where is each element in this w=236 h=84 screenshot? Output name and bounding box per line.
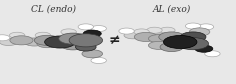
Circle shape xyxy=(178,38,209,50)
Circle shape xyxy=(45,36,76,48)
Circle shape xyxy=(0,38,18,46)
Circle shape xyxy=(0,35,10,41)
Circle shape xyxy=(91,26,106,32)
Circle shape xyxy=(37,40,58,48)
Text: AL (exo): AL (exo) xyxy=(152,4,191,13)
Circle shape xyxy=(195,45,213,52)
Circle shape xyxy=(148,41,169,49)
Circle shape xyxy=(180,32,206,42)
Circle shape xyxy=(82,50,103,58)
Circle shape xyxy=(61,41,84,50)
Circle shape xyxy=(35,32,51,38)
Circle shape xyxy=(189,28,210,36)
Circle shape xyxy=(59,33,87,44)
Circle shape xyxy=(83,30,101,37)
Text: ≠: ≠ xyxy=(109,33,121,47)
Circle shape xyxy=(205,51,220,57)
Circle shape xyxy=(134,29,149,35)
Circle shape xyxy=(119,28,134,34)
Circle shape xyxy=(69,34,103,47)
Circle shape xyxy=(9,32,25,38)
Circle shape xyxy=(148,35,169,43)
Circle shape xyxy=(147,27,162,33)
Circle shape xyxy=(160,43,183,52)
Circle shape xyxy=(159,32,185,42)
Circle shape xyxy=(124,32,142,39)
Circle shape xyxy=(148,31,169,39)
Circle shape xyxy=(185,23,201,29)
Circle shape xyxy=(91,57,106,64)
Circle shape xyxy=(76,43,96,51)
Circle shape xyxy=(164,35,197,49)
Circle shape xyxy=(160,27,175,33)
Circle shape xyxy=(24,38,45,46)
Circle shape xyxy=(198,24,214,30)
Circle shape xyxy=(134,32,157,41)
Text: CL (endo): CL (endo) xyxy=(31,4,76,13)
Circle shape xyxy=(10,36,33,45)
Circle shape xyxy=(61,29,76,35)
Circle shape xyxy=(78,24,93,30)
Circle shape xyxy=(34,35,60,45)
